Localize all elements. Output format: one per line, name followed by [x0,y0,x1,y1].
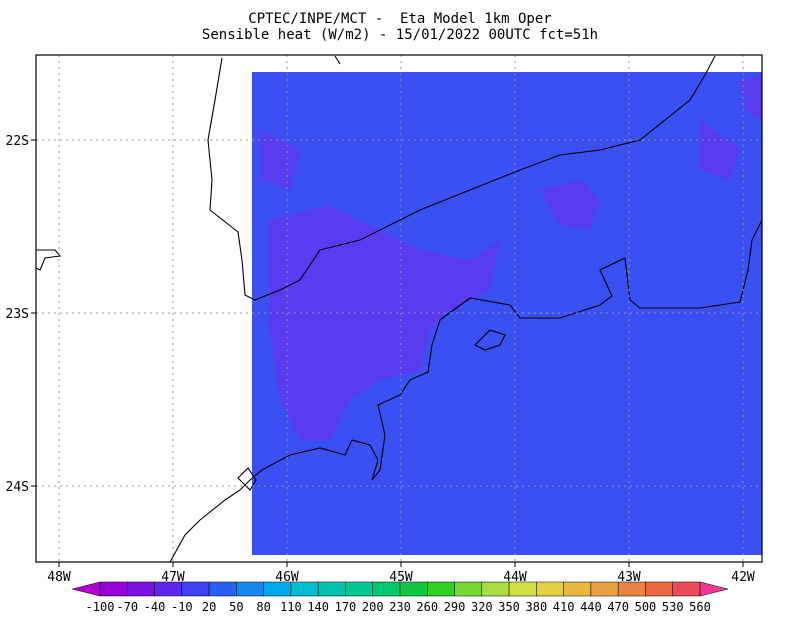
colorbar-label: 320 [471,600,493,614]
color-box [372,581,401,597]
title: CPTEC/INPE/MCT - Eta Model 1km Oper [248,11,551,27]
lon-label: 46W [275,570,299,585]
color-box [236,581,264,597]
lon-label: 43W [617,570,641,585]
lon-label: 47W [161,570,185,585]
color-box [99,581,128,597]
color-box [481,581,510,597]
grid [31,55,762,567]
lon-label: 45W [389,570,413,585]
colorbar-label: 50 [229,600,243,614]
axis-labels: 48W 47W 46W 45W 44W 43W 42W 22S 23S 24S [6,134,755,585]
color-box [263,581,292,597]
colorbar-label: 380 [526,600,548,614]
color-box [645,581,673,597]
colorbar-arrow [71,581,101,597]
colorbar-label: 470 [607,600,629,614]
lat-label: 24S [6,480,29,495]
colorbar-label: 140 [307,600,329,614]
colorbar-label: 560 [689,600,711,614]
color-box [563,581,592,597]
colorbar-label: 290 [444,600,466,614]
colorbar-label: 170 [335,600,357,614]
colorbar-label: 260 [416,600,438,614]
colorbar-label: 350 [498,600,520,614]
color-box [454,581,483,597]
color-box [317,581,346,597]
colorbar-label: 110 [280,600,302,614]
color-box [672,581,701,597]
field-patches [260,76,762,440]
color-box [508,581,537,597]
colorbar: -100 -70 -40 -10 20 50 80 110 140 170 200 230 260 290… [71,581,729,614]
color-box [345,581,373,597]
color-box [181,581,210,597]
colorbar-label: 80 [256,600,270,614]
lat-label: 22S [6,134,29,149]
color-box [208,581,237,597]
color-box [290,581,319,597]
color-box [154,581,183,597]
lat-label: 23S [6,307,29,322]
colorbar-label: 500 [635,600,657,614]
color-box [617,581,646,597]
lon-label: 44W [503,570,527,585]
colorbar-label: 200 [362,600,384,614]
colorbar-arrow [699,581,729,597]
color-box [399,581,428,597]
colorbar-label: -70 [116,600,138,614]
color-box [427,581,455,597]
colorbar-label: -40 [144,600,166,614]
frame [35,54,763,563]
colorbar-label: -100 [86,600,115,614]
subtitle: Sensible heat (W/m2) - 15/01/2022 00UTC … [202,27,598,43]
color-box [536,581,564,597]
color-box [590,581,619,597]
color-box [127,581,155,597]
map-area [31,54,763,567]
colorbar-label: 530 [662,600,684,614]
colorbar-label: 440 [580,600,602,614]
lon-label: 48W [47,570,71,585]
colorbar-label: 230 [389,600,411,614]
lon-label: 42W [731,570,755,585]
colorbar-label: -10 [171,600,193,614]
colorbar-label: 20 [202,600,216,614]
colorbar-label: 410 [553,600,575,614]
